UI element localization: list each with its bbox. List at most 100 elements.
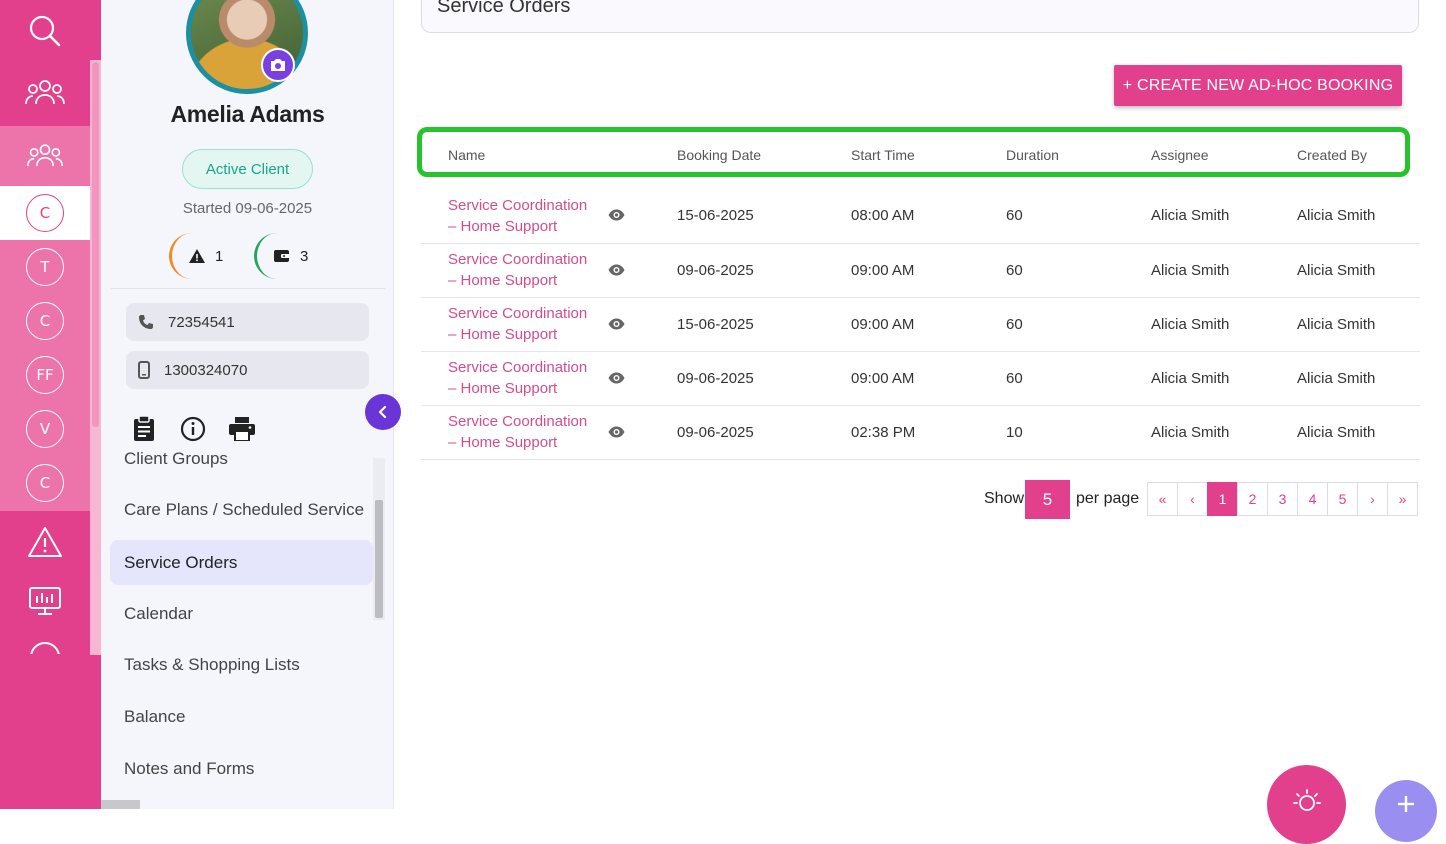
assignee: Alicia Smith xyxy=(1151,262,1230,279)
wallet-count: 3 xyxy=(300,247,309,265)
alerts-counter[interactable]: 1 xyxy=(169,233,223,279)
mobile-field[interactable]: 1300324070 xyxy=(126,351,369,389)
table-row: Service Coordination – Home Support 09-06… xyxy=(421,406,1420,460)
rail-people[interactable] xyxy=(0,64,90,122)
created-by: Alicia Smith xyxy=(1297,262,1376,279)
icon-rail: C T C FF V C xyxy=(0,0,101,809)
duration: 60 xyxy=(1006,207,1023,224)
rail-client-c-3[interactable]: C xyxy=(0,456,90,510)
column-header-name[interactable]: Name xyxy=(448,147,486,163)
lightbulb-icon xyxy=(1292,789,1321,811)
column-header-duration[interactable]: Duration xyxy=(1006,147,1059,163)
rail-dashboard[interactable] xyxy=(0,572,90,630)
people-icon xyxy=(26,144,64,167)
phone-field[interactable]: 72354541 xyxy=(126,303,369,341)
clipboard-icon xyxy=(134,416,154,441)
collapse-panel-button[interactable] xyxy=(365,394,401,430)
view-icon[interactable] xyxy=(608,209,625,221)
rail-client-c-2[interactable]: C xyxy=(0,294,90,348)
search-icon xyxy=(29,15,61,47)
start-time: 09:00 AM xyxy=(851,316,915,333)
client-name: Amelia Adams xyxy=(170,101,325,127)
page-next-button[interactable]: › xyxy=(1357,482,1388,516)
column-header-start-time[interactable]: Start Time xyxy=(851,147,915,163)
view-icon[interactable] xyxy=(608,372,625,384)
phone-number: 72354541 xyxy=(168,313,235,331)
info-button[interactable] xyxy=(180,416,206,442)
theme-toggle-button[interactable] xyxy=(1267,765,1346,844)
page-button-1[interactable]: 1 xyxy=(1207,482,1238,516)
table-row: Service Coordination – Home Support 09-06… xyxy=(421,352,1420,406)
duration: 60 xyxy=(1006,370,1023,387)
page-button-3[interactable]: 3 xyxy=(1267,482,1298,516)
menu-item-service-orders[interactable]: Service Orders xyxy=(110,540,373,585)
per-page-label: per page xyxy=(1076,490,1140,507)
warning-icon xyxy=(28,527,62,557)
menu-scrollbar-thumb[interactable] xyxy=(375,500,383,618)
created-by: Alicia Smith xyxy=(1297,370,1376,387)
page-header-card xyxy=(421,0,1419,33)
start-time: 02:38 PM xyxy=(851,424,916,441)
column-header-created-by[interactable]: Created By xyxy=(1297,147,1368,163)
rail-client-ff[interactable]: FF xyxy=(0,348,90,402)
page-last-button[interactable]: » xyxy=(1387,482,1418,516)
per-page-select[interactable]: 5 xyxy=(1025,480,1070,519)
menu-item-notes[interactable]: Notes and Forms xyxy=(124,758,255,778)
client-initial: T xyxy=(26,248,64,286)
menu-item-calendar[interactable]: Calendar xyxy=(124,603,193,623)
column-header-assignee[interactable]: Assignee xyxy=(1151,147,1209,163)
menu-item-balance[interactable]: Balance xyxy=(124,706,186,726)
page-button-4[interactable]: 4 xyxy=(1297,482,1328,516)
start-time: 08:00 AM xyxy=(851,207,915,224)
client-initial: V xyxy=(26,410,64,448)
table-row: Service Coordination – Home Support 15-06… xyxy=(421,298,1420,352)
service-name-link[interactable]: Service Coordination – Home Support xyxy=(448,305,588,343)
mobile-number: 1300324070 xyxy=(164,361,248,379)
menu-item-client-groups[interactable]: Client Groups xyxy=(124,448,228,468)
menu-item-tasks[interactable]: Tasks & Shopping Lists xyxy=(124,654,300,674)
print-button[interactable] xyxy=(229,416,255,442)
client-panel xyxy=(101,0,394,809)
view-icon[interactable] xyxy=(608,264,625,276)
created-by: Alicia Smith xyxy=(1297,207,1376,224)
assignee: Alicia Smith xyxy=(1151,424,1230,441)
show-label: Show xyxy=(984,490,1025,507)
service-name-link[interactable]: Service Coordination – Home Support xyxy=(448,359,588,397)
rail-client-c-1[interactable]: C xyxy=(0,186,90,240)
panel-toggle-tab[interactable] xyxy=(101,800,140,809)
client-initial: C xyxy=(26,194,64,232)
alerts-count: 1 xyxy=(215,247,224,265)
add-button[interactable] xyxy=(1375,780,1437,842)
rail-alerts[interactable] xyxy=(0,513,90,571)
duration: 60 xyxy=(1006,316,1023,333)
info-icon xyxy=(180,416,206,442)
page-button-5[interactable]: 5 xyxy=(1327,482,1358,516)
phone-icon xyxy=(139,315,153,329)
view-icon[interactable] xyxy=(608,318,625,330)
service-name-link[interactable]: Service Coordination – Home Support xyxy=(448,251,588,289)
created-by: Alicia Smith xyxy=(1297,316,1376,333)
page-button-2[interactable]: 2 xyxy=(1237,482,1268,516)
wallet-counter[interactable]: 3 xyxy=(254,233,308,279)
main-content xyxy=(394,0,1446,809)
create-booking-button[interactable]: + CREATE NEW AD-HOC BOOKING xyxy=(1114,65,1402,106)
plus-icon xyxy=(1398,796,1414,812)
table-row: Service Coordination – Home Support 15-06… xyxy=(421,190,1420,244)
view-icon[interactable] xyxy=(608,426,625,438)
page-prev-button[interactable]: ‹ xyxy=(1177,482,1208,516)
column-header-booking-date[interactable]: Booking Date xyxy=(677,147,762,163)
rail-scrollbar-thumb[interactable] xyxy=(92,62,99,427)
change-photo-button[interactable] xyxy=(261,48,295,82)
rail-client-v[interactable]: V xyxy=(0,402,90,456)
clipboard-button[interactable] xyxy=(131,416,157,442)
status-badge: Active Client xyxy=(182,149,313,189)
rail-client-t[interactable]: T xyxy=(0,240,90,294)
client-initial: FF xyxy=(26,356,64,394)
client-actions xyxy=(131,416,255,442)
service-name-link[interactable]: Service Coordination – Home Support xyxy=(448,413,588,451)
page-first-button[interactable]: « xyxy=(1147,482,1178,516)
menu-item-care-plans[interactable]: Care Plans / Scheduled Service xyxy=(124,499,365,519)
service-name-link[interactable]: Service Coordination – Home Support xyxy=(448,197,588,235)
rail-search[interactable] xyxy=(0,2,90,60)
rail-clients[interactable] xyxy=(0,127,90,185)
